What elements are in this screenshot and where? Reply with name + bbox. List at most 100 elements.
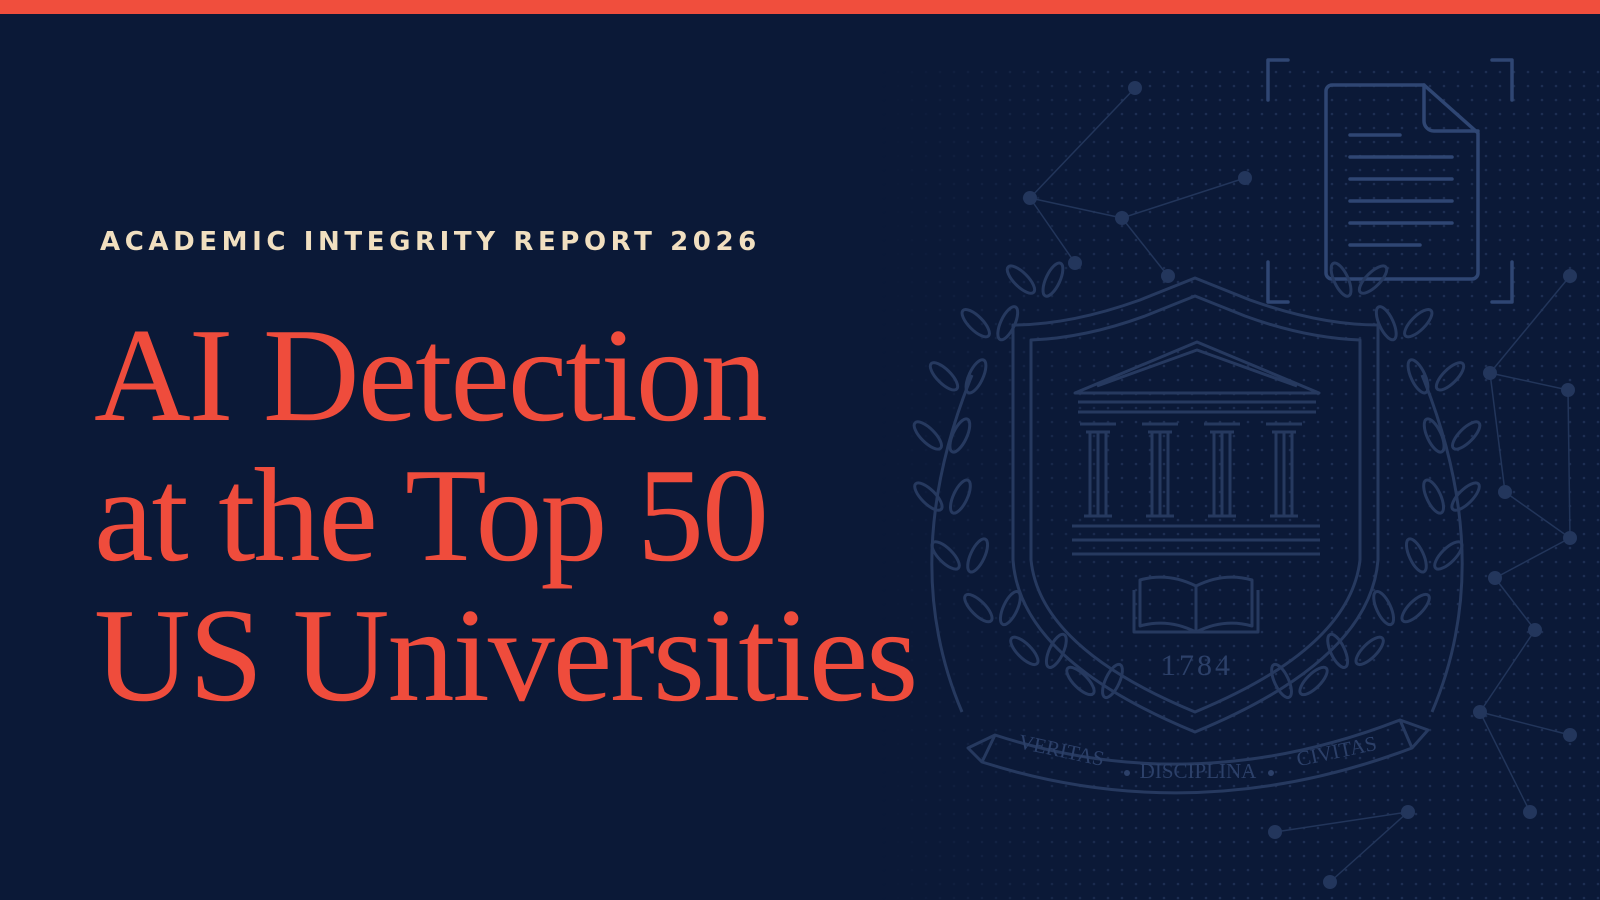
motto-separator	[1124, 770, 1130, 776]
laurel	[912, 261, 1482, 713]
laurel-stem	[1420, 374, 1464, 713]
network-edge	[1029, 197, 1076, 264]
laurel-leaf	[1041, 261, 1065, 298]
path	[1422, 83, 1480, 133]
laurel-leaf	[1434, 361, 1466, 392]
motto-word: DISCIPLINA	[1140, 759, 1258, 783]
laurel-leaf	[1422, 417, 1446, 454]
motto-separator	[1268, 770, 1274, 776]
laurel-leaf	[1326, 632, 1350, 669]
laurel-leaf	[1406, 358, 1430, 395]
title-line: at the Top 50	[94, 441, 767, 589]
laurel-leaf	[966, 537, 990, 574]
network-edge	[1567, 389, 1571, 539]
laurel-leaf	[1451, 420, 1482, 451]
network-node	[1401, 805, 1415, 819]
laurel-leaf	[1270, 662, 1293, 700]
network-edge	[1489, 372, 1506, 493]
path	[1132, 575, 1260, 634]
network-edge	[1029, 87, 1136, 199]
crest-year: 1784	[1161, 649, 1233, 682]
network-node	[1473, 705, 1487, 719]
network-node	[1488, 571, 1502, 585]
network-node	[1161, 269, 1175, 283]
laurel-leaf	[1009, 635, 1040, 667]
laurel-leaf	[964, 358, 988, 395]
laurel-leaf	[1400, 592, 1431, 624]
network-edge	[1504, 491, 1571, 539]
laurel-leaf	[1372, 589, 1396, 627]
path	[1011, 276, 1380, 734]
network-node	[1238, 171, 1252, 185]
network-edge	[1329, 811, 1409, 883]
network-edge	[1494, 577, 1536, 631]
path	[1072, 524, 1320, 556]
path	[1266, 422, 1302, 518]
path	[1073, 340, 1321, 395]
laurel-leaf	[1065, 665, 1096, 697]
network-edge	[1479, 629, 1536, 713]
path	[1142, 422, 1178, 518]
network-node	[1023, 191, 1037, 205]
laurel-leaf	[948, 417, 972, 454]
path	[1080, 422, 1116, 518]
laurel-leaf	[1450, 481, 1481, 512]
laurel-leaf	[998, 589, 1022, 627]
laurel-leaf	[996, 305, 1020, 342]
laurel-leaf	[963, 592, 994, 624]
laurel-leaf	[913, 481, 944, 512]
network-node	[1323, 875, 1337, 889]
network-node	[1483, 366, 1497, 380]
network-edge	[1121, 177, 1246, 219]
network-graphic	[1023, 81, 1577, 889]
network-node	[1268, 825, 1282, 839]
laurel-leaf	[1044, 632, 1068, 669]
laurel-leaf	[1298, 665, 1329, 697]
document-icon	[1266, 58, 1514, 304]
laurel-leaf	[1404, 537, 1428, 574]
network-edge	[1029, 197, 1123, 219]
network-edge	[1489, 372, 1569, 391]
laurel-leaf	[1422, 478, 1446, 515]
path	[1204, 422, 1240, 518]
network-node	[1528, 623, 1542, 637]
network-edge	[1489, 275, 1571, 374]
university-crest: 1784 VERITAS DISCIPLINA CIVITAS	[912, 261, 1482, 795]
network-node	[1563, 269, 1577, 283]
network-node	[1498, 485, 1512, 499]
top-accent-bar	[0, 0, 1600, 14]
path	[966, 718, 1430, 795]
network-edge	[1479, 711, 1571, 736]
network-edge	[1121, 217, 1169, 277]
laurel-leaf	[1433, 540, 1464, 571]
network-node	[1115, 211, 1129, 225]
laurel-leaf	[948, 478, 972, 515]
network-edge	[1274, 811, 1409, 833]
laurel-leaf	[1374, 305, 1398, 342]
laurel-leaf	[928, 361, 960, 392]
laurel-leaf	[1354, 635, 1385, 667]
network-node	[1563, 531, 1577, 545]
laurel-leaf	[1357, 264, 1389, 295]
laurel-leaf	[960, 308, 991, 339]
laurel-leaf	[1329, 261, 1353, 298]
laurel-leaf	[1005, 264, 1037, 295]
path	[1029, 294, 1362, 714]
network-node	[1561, 383, 1575, 397]
eyebrow: ACADEMIC INTEGRITY REPORT 2026	[100, 227, 761, 257]
laurel-leaf	[1101, 662, 1124, 700]
columns	[1080, 422, 1302, 518]
path	[1078, 400, 1316, 414]
network-node	[1563, 728, 1577, 742]
laurel-stem	[930, 374, 974, 713]
laurel-leaf	[930, 540, 961, 571]
path	[1324, 83, 1480, 281]
network-node	[1068, 256, 1082, 270]
path	[1348, 133, 1454, 247]
title-line: AI Detection	[94, 301, 766, 449]
laurel-leaf	[912, 420, 943, 451]
network-edge	[1479, 711, 1531, 813]
